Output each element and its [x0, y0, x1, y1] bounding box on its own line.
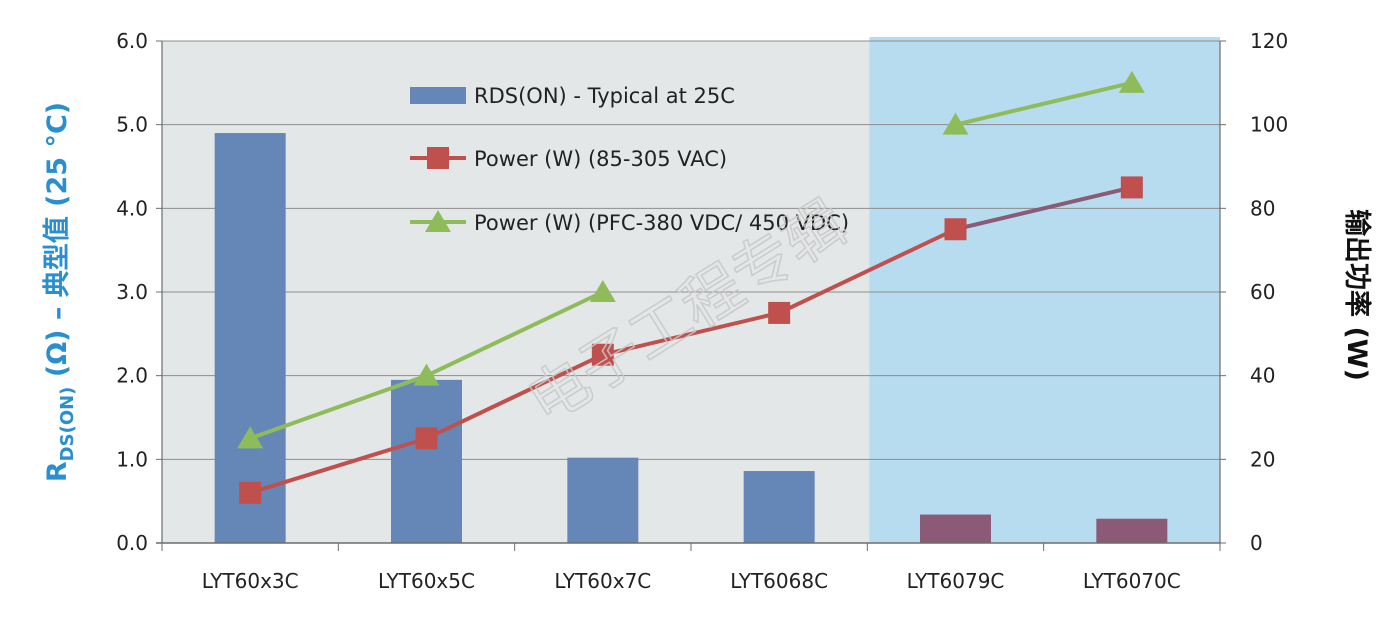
legend-label-3: Power (W) (PFC-380 VDC/ 450 VDC): [474, 211, 849, 235]
highlight-region: [869, 37, 1220, 543]
bar-LYT6079C: [920, 514, 991, 543]
legend-marker: [427, 147, 449, 169]
point-LYT60x5C: [413, 363, 440, 386]
series-line-segment: [600, 310, 782, 357]
point-LYT60x5C: [415, 427, 438, 450]
point-LYT6079C: [944, 218, 967, 241]
legend-label-1: RDS(ON) - Typical at 25C: [474, 84, 735, 108]
right-tick-label: 100: [1250, 113, 1288, 137]
right-tick-label: 80: [1250, 196, 1275, 220]
x-tick-label-LYT6079C: LYT6079C: [907, 569, 1005, 593]
bar-LYT6068C: [743, 471, 815, 543]
series-line-segment: [953, 80, 1134, 127]
series-line-segment: [248, 436, 429, 495]
point-LYT6070C: [1120, 176, 1143, 199]
x-tick-label-LYT6068C: LYT6068C: [730, 569, 828, 593]
x-tick-label-LYT60x7C: LYT60x7C: [554, 569, 651, 593]
left-tick-label: 1.0: [116, 447, 148, 471]
bar-LYT60x7C: [567, 457, 639, 543]
point-LYT6068C: [768, 301, 791, 324]
left-tick-label: 3.0: [116, 280, 148, 304]
point-LYT60x7C: [591, 343, 614, 366]
right-tick-label: 0: [1250, 531, 1263, 555]
point-LYT60x3C: [237, 426, 264, 449]
series-line-segment: [777, 227, 958, 315]
bar-LYT60x3C: [214, 133, 286, 544]
right-tick-label: 20: [1250, 447, 1275, 471]
legend-swatch-bar: [410, 87, 466, 104]
series-2: [237, 70, 1145, 449]
left-tick-label: 5.0: [116, 113, 148, 137]
legend-label-2: Power (W) (85-305 VAC): [474, 147, 727, 171]
legend-marker: [425, 210, 451, 232]
series-line-segment: [248, 373, 429, 441]
legend: RDS(ON) - Typical at 25C Power (W) (85-30…: [410, 84, 849, 235]
left-tick-label: 0.0: [116, 531, 148, 555]
right-axis-title: 输出功率 (W): [1341, 209, 1373, 381]
left-tick-label: 6.0: [116, 29, 148, 53]
bar-series: [214, 133, 1168, 544]
x-tick-label-LYT60x5C: LYT60x5C: [378, 569, 475, 593]
axes: 0.0 1.0 2.0 3.0 4.0 5.0 6.0 0 20 40 60 80 100 120 LYT6…: [116, 29, 1288, 593]
line-series: [237, 70, 1145, 504]
point-LYT60x7C: [589, 280, 616, 302]
series-line-segment: [953, 185, 1134, 232]
right-tick-label: 60: [1250, 280, 1275, 304]
left-tick-label: 4.0: [116, 196, 148, 220]
right-tick-label: 40: [1250, 364, 1275, 388]
x-tick-label-LYT60x3C: LYT60x3C: [202, 569, 299, 593]
axis-labels: RDS(ON) (Ω) – 典型值 (25 °C) 输出功率 (W): [42, 102, 1373, 482]
right-tick-label: 120: [1250, 29, 1288, 53]
left-tick-label: 2.0: [116, 364, 148, 388]
bar-LYT60x5C: [391, 379, 462, 543]
series-line-segment: [424, 352, 605, 441]
point-LYT6079C: [942, 112, 969, 135]
left-axis-title: RDS(ON) (Ω) – 典型值 (25 °C): [42, 102, 78, 482]
x-tick-label-LYT6070C: LYT6070C: [1083, 569, 1181, 593]
point-LYT6070C: [1118, 70, 1145, 93]
grid-lines: [162, 40, 1220, 460]
bar-LYT6070C: [1096, 518, 1168, 543]
point-LYT60x3C: [239, 481, 262, 504]
series-1: [239, 176, 1143, 504]
series-line-segment: [424, 290, 605, 378]
